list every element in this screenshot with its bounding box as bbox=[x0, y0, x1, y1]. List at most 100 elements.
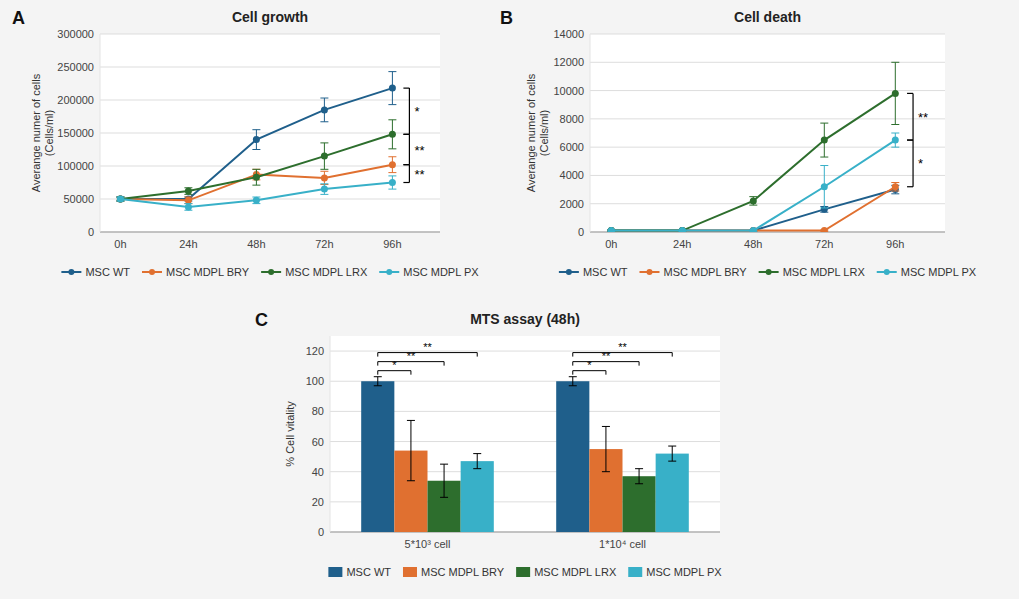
plot-background bbox=[330, 336, 720, 532]
point bbox=[679, 227, 686, 232]
y-tick-label: 10000 bbox=[553, 85, 584, 97]
grid-line bbox=[590, 232, 945, 233]
y-axis-label-line: (Cells/ml) bbox=[538, 110, 550, 156]
x-axis-line bbox=[590, 232, 945, 233]
error-bar-cap bbox=[749, 205, 757, 206]
y-tick-label: 40 bbox=[312, 466, 324, 478]
y-tick-label: 60 bbox=[312, 436, 324, 448]
legend-item: MSC MDPL BRY bbox=[639, 266, 747, 278]
error-bar-cap bbox=[252, 185, 260, 186]
y-axis-label: Averange numer of cells(Cells/ml) bbox=[30, 73, 55, 192]
y-tick-label: 200000 bbox=[57, 94, 94, 106]
y-tick-label: 0 bbox=[88, 226, 94, 238]
bar bbox=[556, 381, 589, 532]
point bbox=[608, 227, 615, 232]
y-tick-label: 20 bbox=[312, 496, 324, 508]
bracket-tick bbox=[403, 134, 409, 135]
legend-label: MSC MDPL PX bbox=[403, 266, 479, 278]
error-bar-cap bbox=[320, 121, 328, 122]
point bbox=[750, 227, 757, 232]
error-bar-cap bbox=[374, 376, 382, 377]
significance-label: * bbox=[414, 104, 419, 119]
error-bar bbox=[569, 377, 577, 386]
legend-label: MSC WT bbox=[346, 566, 391, 578]
error-bar bbox=[407, 420, 415, 480]
bracket-tick bbox=[377, 371, 378, 375]
y-tick-label: 80 bbox=[312, 405, 324, 417]
legend: MSC WTMSC MDPL BRYMSC MDPL LRXMSC MDPL P… bbox=[61, 266, 479, 278]
legend: MSC WTMSC MDPL BRYMSC MDPL LRXMSC MDPL P… bbox=[328, 566, 722, 578]
error-bar-cap bbox=[749, 196, 757, 197]
significance-label: ** bbox=[414, 167, 424, 182]
point bbox=[253, 197, 260, 204]
point bbox=[892, 137, 899, 144]
panel: 020406080100120MTS assay (48h)C% Cell vi… bbox=[255, 310, 722, 578]
point bbox=[892, 183, 899, 190]
error-bar bbox=[184, 188, 192, 195]
legend: MSC WTMSC MDPL BRYMSC MDPL LRXMSC MDPL P… bbox=[559, 266, 977, 278]
legend-swatch-marker bbox=[149, 269, 155, 275]
x-tick-label: 96h bbox=[383, 238, 401, 250]
legend-item: MSC MDPL PX bbox=[379, 266, 479, 278]
error-bar-cap bbox=[252, 129, 260, 130]
error-bar-cap bbox=[388, 189, 396, 190]
significance-bracket bbox=[907, 140, 913, 187]
error-bar bbox=[891, 183, 899, 191]
error-bar-cap bbox=[668, 461, 676, 462]
grid-line bbox=[590, 34, 945, 35]
legend-swatch bbox=[628, 567, 642, 577]
significance-bracket bbox=[573, 371, 606, 375]
significance-label: ** bbox=[407, 350, 416, 362]
x-tick-label: 5*10³ cell bbox=[405, 538, 451, 550]
series-line bbox=[120, 134, 392, 199]
y-tick-label: 0 bbox=[318, 526, 324, 538]
legend-label: MSC MDPL LRX bbox=[285, 266, 368, 278]
error-bar-cap bbox=[320, 183, 328, 184]
significance-bracket bbox=[378, 362, 444, 366]
point bbox=[679, 227, 686, 232]
grid-line bbox=[590, 147, 945, 148]
point bbox=[608, 227, 615, 232]
series-line bbox=[611, 140, 895, 231]
grid-line bbox=[590, 203, 945, 204]
error-bar bbox=[252, 169, 260, 185]
legend-label: MSC WT bbox=[85, 266, 130, 278]
bracket-tick bbox=[907, 139, 913, 140]
error-bar-cap bbox=[388, 104, 396, 105]
error-bar-cap bbox=[820, 207, 828, 208]
grid-line bbox=[100, 67, 440, 68]
error-bar bbox=[749, 197, 757, 205]
error-bar-cap bbox=[440, 497, 448, 498]
grid-line bbox=[590, 175, 945, 176]
legend-swatch-marker bbox=[766, 269, 772, 275]
x-tick-label: 0h bbox=[605, 238, 617, 250]
error-bar bbox=[820, 123, 828, 157]
panel-label: C bbox=[255, 310, 268, 330]
x-axis-line bbox=[100, 232, 440, 233]
point bbox=[117, 196, 124, 203]
x-tick-label: 96h bbox=[886, 238, 904, 250]
bracket-line bbox=[409, 165, 410, 183]
legend-item: MSC MDPL PX bbox=[628, 566, 722, 578]
error-bar-stem bbox=[672, 446, 673, 461]
error-bar-cap bbox=[374, 385, 382, 386]
error-bar-cap bbox=[891, 182, 899, 183]
bracket-tick bbox=[403, 164, 409, 165]
error-bar bbox=[388, 176, 396, 189]
plot-background bbox=[590, 34, 945, 232]
point bbox=[117, 196, 124, 203]
error-bar bbox=[184, 197, 192, 204]
y-axis-label: % Cell vitality bbox=[284, 401, 296, 467]
point bbox=[185, 197, 192, 204]
legend-item: MSC WT bbox=[328, 566, 391, 578]
point bbox=[253, 136, 260, 143]
bracket-tick bbox=[639, 362, 640, 366]
bracket-tick bbox=[377, 353, 378, 357]
bracket-tick bbox=[605, 371, 606, 375]
legend-item: MSC MDPL BRY bbox=[403, 566, 505, 578]
panel: 02000400060008000100001200014000Cell dea… bbox=[500, 8, 977, 278]
error-bar bbox=[252, 130, 260, 150]
point bbox=[679, 227, 686, 232]
legend-swatch bbox=[328, 567, 342, 577]
series-line bbox=[120, 183, 392, 207]
